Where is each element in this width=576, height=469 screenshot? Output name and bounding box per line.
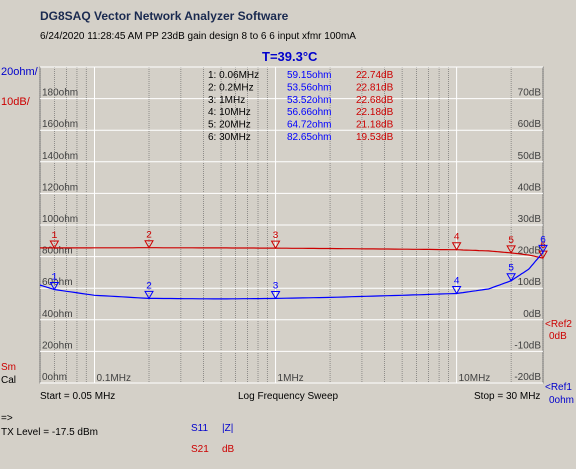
- app-title: DG8SAQ Vector Network Analyzer Software: [40, 9, 289, 23]
- trace2-format[interactable]: dB: [222, 444, 235, 455]
- ref2-value: 0dB: [549, 331, 567, 342]
- marker-s11: [506, 273, 516, 282]
- marker-s21: [270, 240, 281, 250]
- marker-s11-label: 5: [508, 264, 514, 275]
- marker-s11: [144, 290, 154, 300]
- left-axis-unit-db[interactable]: 10dB/: [1, 96, 30, 108]
- marker-readout-freq: 4: 10MHz: [208, 107, 251, 118]
- left-tick-label: 180ohm: [42, 88, 78, 99]
- trace2-name[interactable]: S21: [191, 444, 209, 455]
- right-tick-label: 10dB: [518, 277, 542, 288]
- x-tick-label: 0.1MHz: [97, 373, 131, 384]
- marker-s21: [49, 240, 60, 249]
- trace1-name[interactable]: S11: [191, 423, 209, 434]
- right-tick-label: -20dB: [514, 372, 541, 383]
- marker-s11: [49, 282, 60, 291]
- right-tick-label: 60dB: [518, 119, 542, 130]
- sweep-start: Start = 0.05 MHz: [40, 391, 116, 402]
- x-tick-label: 1MHz: [278, 373, 304, 384]
- marker-s11: [270, 290, 281, 300]
- marker-readout-db: 19.53dB: [356, 132, 394, 143]
- measurement-subtitle: 6/24/2020 11:28:45 AM PP 23dB gain desig…: [40, 31, 356, 42]
- marker-s21-label: 4: [454, 233, 460, 244]
- marker-s11-label: 2: [146, 281, 152, 292]
- marker-readout-z: 59.15ohm: [287, 70, 331, 81]
- marker-s11-label: 6: [540, 235, 546, 246]
- x-tick-label: 10MHz: [459, 373, 491, 384]
- right-tick-label: 0dB: [523, 309, 541, 320]
- left-tick-label: 140ohm: [42, 151, 78, 162]
- left-tick-label: 40ohm: [42, 309, 73, 320]
- temperature-readout: T=39.3°C: [262, 49, 318, 64]
- marker-readout-freq: 2: 0.2MHz: [208, 82, 254, 93]
- marker-readout-freq: 3: 1MHz: [208, 95, 245, 106]
- marker-s11-label: 1: [51, 273, 57, 284]
- marker-readout-db: 22.18dB: [356, 107, 394, 118]
- marker-readout-z: 53.56ohm: [287, 82, 331, 93]
- ref2-label[interactable]: <Ref2: [545, 319, 572, 330]
- right-tick-label: 40dB: [518, 182, 542, 193]
- tx-level[interactable]: TX Level = -17.5 dBm: [1, 427, 98, 438]
- marker-s21-label: 2: [146, 231, 152, 242]
- sweep-stop: Stop = 30 MHz: [474, 391, 541, 402]
- marker-s21-label: 3: [273, 231, 279, 242]
- left-tick-label: 0ohm: [42, 372, 67, 383]
- right-tick-label: 50dB: [518, 151, 542, 162]
- left-tick-label: 100ohm: [42, 214, 78, 225]
- marker-readout-z: 82.65ohm: [287, 132, 331, 143]
- marker-s21: [506, 245, 516, 254]
- marker-s21: [451, 242, 462, 251]
- marker-readout-freq: 5: 20MHz: [208, 120, 251, 131]
- marker-s21-label: 1: [51, 231, 57, 242]
- right-tick-label: 70dB: [518, 88, 542, 99]
- marker-readout-db: 22.74dB: [356, 70, 394, 81]
- marker-s21: [144, 240, 154, 249]
- command-prompt: =>: [1, 413, 13, 424]
- smoothing-indicator: Sm: [1, 362, 16, 373]
- marker-s11-label: 4: [454, 276, 460, 287]
- marker-readout-db: 22.68dB: [356, 95, 394, 106]
- marker-readout-z: 56.66ohm: [287, 107, 331, 118]
- left-tick-label: 20ohm: [42, 340, 73, 351]
- marker-s11: [538, 244, 548, 254]
- marker-readout-z: 53.52ohm: [287, 95, 331, 106]
- left-tick-label: 80ohm: [42, 246, 73, 257]
- marker-s11-label: 3: [273, 281, 279, 292]
- marker-readout-freq: 1: 0.06MHz: [208, 70, 259, 81]
- right-tick-label: -10dB: [514, 340, 541, 351]
- marker-readout-z: 64.72ohm: [287, 120, 331, 131]
- ref1-label[interactable]: <Ref1: [545, 382, 572, 393]
- calibration-indicator: Cal: [1, 375, 17, 386]
- marker-s21-label: 5: [508, 236, 514, 247]
- left-tick-label: 120ohm: [42, 182, 78, 193]
- marker-s11: [451, 285, 462, 295]
- left-tick-label: 160ohm: [42, 119, 78, 130]
- marker-s21: [538, 250, 548, 260]
- trace1-format[interactable]: |Z|: [222, 423, 234, 434]
- marker-s21-label: 6: [540, 241, 546, 252]
- marker-readout-freq: 6: 30MHz: [208, 132, 251, 143]
- marker-readout-db: 22.81dB: [356, 82, 394, 93]
- left-axis-unit-ohm[interactable]: 20ohm/: [1, 66, 38, 78]
- marker-readout-db: 21.18dB: [356, 120, 394, 131]
- sweep-mode: Log Frequency Sweep: [238, 391, 339, 402]
- right-tick-label: 20dB: [518, 246, 542, 257]
- right-tick-label: 30dB: [518, 214, 542, 225]
- ref1-value: 0ohm: [549, 395, 575, 406]
